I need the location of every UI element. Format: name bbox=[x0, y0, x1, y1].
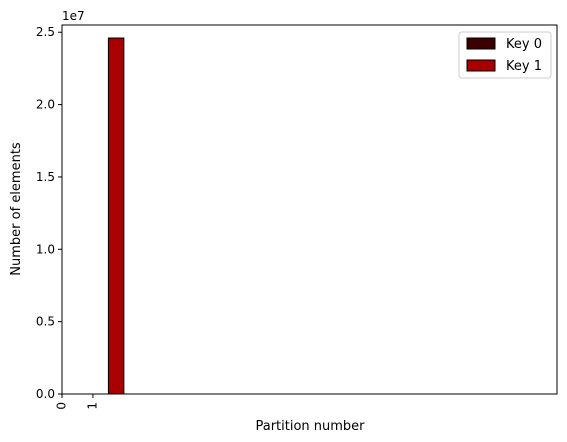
legend-label-key-1: Key 1 bbox=[506, 59, 542, 74]
y-tick-label: 2.0 bbox=[36, 98, 55, 112]
y-offset-label: 1e7 bbox=[62, 9, 85, 23]
legend: Key 0 Key 1 bbox=[458, 31, 552, 79]
legend-swatch-key-1 bbox=[466, 59, 496, 72]
plot-frame bbox=[61, 24, 558, 395]
y-tick-label: 0.0 bbox=[36, 387, 55, 401]
y-tick-label: 1.5 bbox=[36, 170, 55, 184]
x-axis-label: Partition number bbox=[255, 419, 365, 434]
x-tick-label: 0 bbox=[55, 402, 69, 410]
y-tick-label: 0.5 bbox=[36, 315, 55, 329]
legend-label-key-0: Key 0 bbox=[506, 37, 542, 52]
y-axis: 0.0 0.5 1.0 1.5 2.0 2.5 bbox=[36, 25, 62, 401]
y-tick-label: 1.0 bbox=[36, 242, 55, 256]
y-tick-label: 2.5 bbox=[36, 25, 55, 39]
x-tick-label: 1 bbox=[85, 402, 99, 410]
legend-swatch-key-0 bbox=[466, 37, 496, 50]
bar-key-1-partition-1 bbox=[107, 37, 125, 395]
y-axis-label: Number of elements bbox=[9, 142, 24, 276]
bars-group bbox=[107, 37, 125, 395]
